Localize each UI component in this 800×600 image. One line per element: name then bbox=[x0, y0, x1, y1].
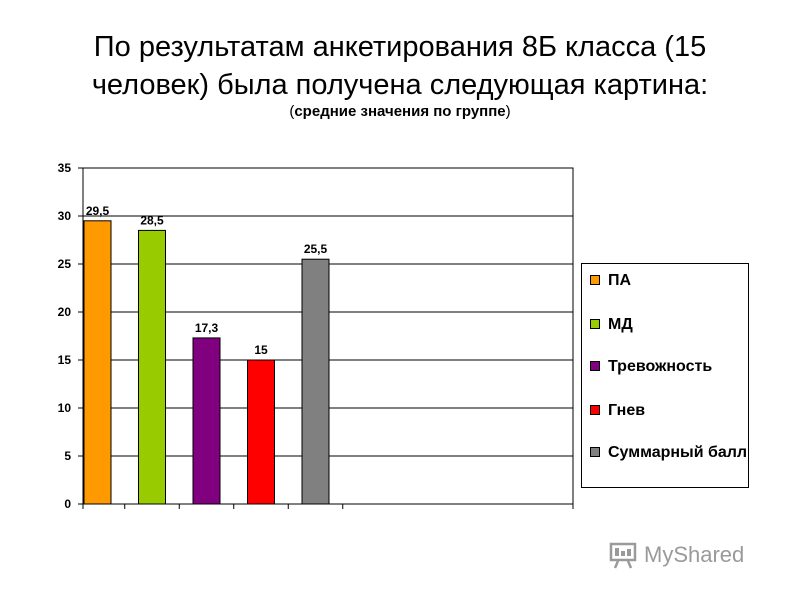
bar-3 bbox=[192, 337, 221, 505]
y-tick-label: 5 bbox=[64, 449, 71, 463]
data-label: 15 bbox=[254, 343, 268, 357]
bar-1 bbox=[83, 220, 112, 505]
title-line-2: человек) была получена следующая картина… bbox=[91, 69, 709, 101]
data-label: 29,5 bbox=[86, 204, 110, 218]
y-tick-label: 25 bbox=[58, 257, 72, 271]
legend-swatch bbox=[590, 447, 600, 457]
legend-swatch bbox=[590, 275, 600, 285]
bar-4 bbox=[247, 359, 275, 505]
chart-legend: ПА МД Тревожность Гнев Суммарный балл bbox=[581, 263, 749, 488]
legend-label: Гнев bbox=[608, 402, 646, 419]
y-tick-label: 35 bbox=[58, 161, 72, 175]
subtitle-text: средние значения по группе bbox=[294, 103, 506, 120]
legend-swatch bbox=[590, 361, 600, 371]
legend-label: Суммарный балл bbox=[608, 444, 748, 461]
data-label: 25,5 bbox=[304, 242, 328, 256]
title-line-1: По результатам анкетирования 8Б класса (… bbox=[93, 31, 707, 63]
legend-swatch bbox=[590, 319, 600, 329]
bar-5 bbox=[301, 258, 330, 505]
legend-label: ПА bbox=[608, 272, 632, 289]
bar-2 bbox=[138, 229, 166, 505]
data-label: 28,5 bbox=[140, 213, 164, 227]
watermark: MyShared bbox=[608, 538, 744, 572]
y-tick-label: 15 bbox=[58, 353, 72, 367]
legend-label: МД bbox=[608, 316, 633, 333]
legend-swatch bbox=[590, 405, 600, 415]
legend-label: Тревожность bbox=[608, 358, 713, 375]
subtitle-open-paren: ( bbox=[289, 103, 295, 120]
watermark-text: MyShared bbox=[644, 542, 745, 567]
page-title: По результатам анкетирования 8Б класса (… bbox=[0, 28, 800, 104]
presentation-board-icon bbox=[609, 542, 637, 569]
y-tick-label: 30 bbox=[58, 209, 72, 223]
subtitle-close-paren: ) bbox=[505, 103, 511, 120]
y-tick-label: 20 bbox=[58, 305, 72, 319]
y-tick-label: 0 bbox=[64, 497, 71, 511]
data-label: 17,3 bbox=[195, 321, 219, 335]
y-tick-label: 10 bbox=[58, 401, 72, 415]
chart-subtitle: (средние значения по группе) bbox=[0, 103, 800, 120]
